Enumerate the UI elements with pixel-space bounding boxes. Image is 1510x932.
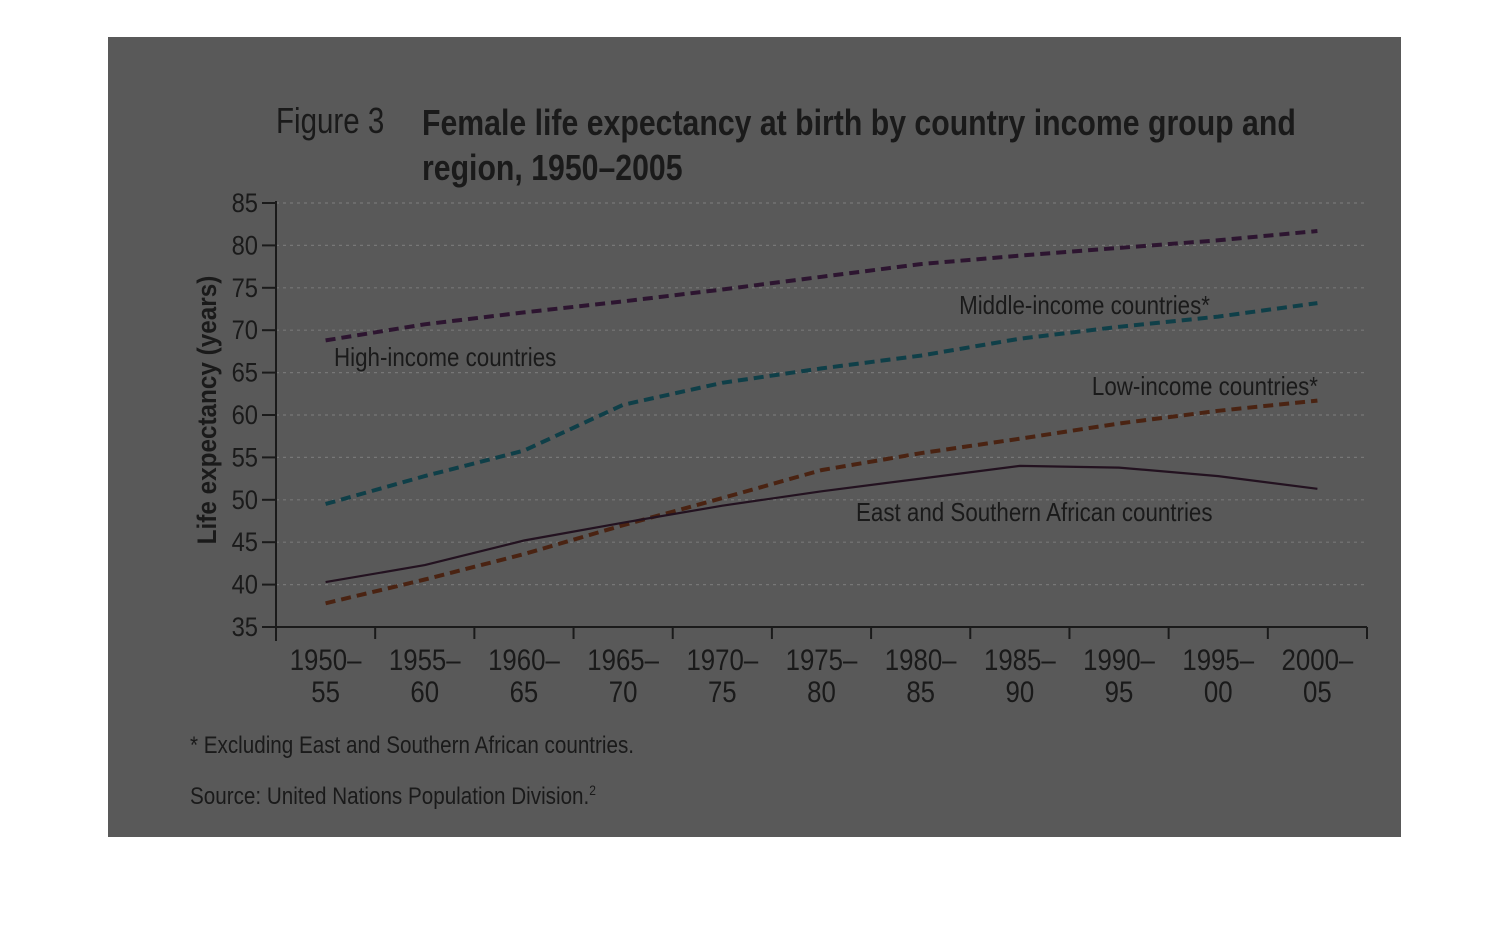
x-tick-label: 55 xyxy=(311,675,340,708)
y-tick-label: 60 xyxy=(232,401,258,431)
x-tick-label: 90 xyxy=(1006,675,1035,708)
series-label: East and Southern African countries xyxy=(856,498,1213,527)
y-tick-label: 50 xyxy=(232,485,258,515)
y-tick-label: 80 xyxy=(232,231,258,261)
x-tick-label: 1950– xyxy=(290,643,362,676)
y-tick-label: 85 xyxy=(232,189,258,219)
y-tick-label: 35 xyxy=(232,613,258,643)
series-line xyxy=(325,398,1318,606)
x-tick-label: 85 xyxy=(906,675,935,708)
x-tick-label: 95 xyxy=(1105,675,1134,708)
source-reference: 2 xyxy=(589,782,596,798)
x-tick-label: 05 xyxy=(1303,675,1332,708)
y-tick-label: 45 xyxy=(232,528,258,558)
y-tick-label: 55 xyxy=(232,443,258,473)
x-tick-label: 65 xyxy=(510,675,539,708)
chart-title: Female life expectancy at birth by count… xyxy=(422,102,1296,188)
series-line xyxy=(325,229,1318,343)
x-tick-label: 1965– xyxy=(587,643,659,676)
footnote: * Excluding East and Southern African co… xyxy=(190,732,635,759)
y-axis-title: Life expectancy (years) xyxy=(193,276,222,545)
y-tick-label: 65 xyxy=(232,358,258,388)
source-note: Source: United Nations Population Divisi… xyxy=(190,782,596,811)
y-tick-label: 40 xyxy=(232,570,258,600)
x-tick-label: 1995– xyxy=(1182,643,1254,676)
series-line xyxy=(325,464,1318,584)
series-label: Low-income countries* xyxy=(1092,372,1319,401)
figure-label: Figure 3 xyxy=(276,100,385,141)
y-tick-label: 75 xyxy=(232,273,258,303)
y-tick-label: 70 xyxy=(232,316,258,346)
x-tick-label: 2000– xyxy=(1282,643,1354,676)
series-label: Middle-income countries* xyxy=(959,291,1210,320)
x-tick-label: 1990– xyxy=(1083,643,1155,676)
x-tick-label: 60 xyxy=(410,675,439,708)
x-tick-label: 70 xyxy=(609,675,638,708)
source-text: Source: United Nations Population Divisi… xyxy=(190,783,590,810)
x-tick-label: 00 xyxy=(1204,675,1233,708)
chart-panel xyxy=(108,37,1401,837)
x-tick-label: 1955– xyxy=(389,643,461,676)
x-tick-label: 75 xyxy=(708,675,737,708)
x-tick-label: 1960– xyxy=(488,643,560,676)
series-label: High-income countries xyxy=(334,343,556,372)
x-tick-label: 1975– xyxy=(786,643,858,676)
series-line xyxy=(325,301,1318,506)
x-tick-label: 1980– xyxy=(885,643,957,676)
x-tick-label: 1985– xyxy=(984,643,1056,676)
x-tick-label: 1970– xyxy=(686,643,758,676)
x-tick-label: 80 xyxy=(807,675,836,708)
